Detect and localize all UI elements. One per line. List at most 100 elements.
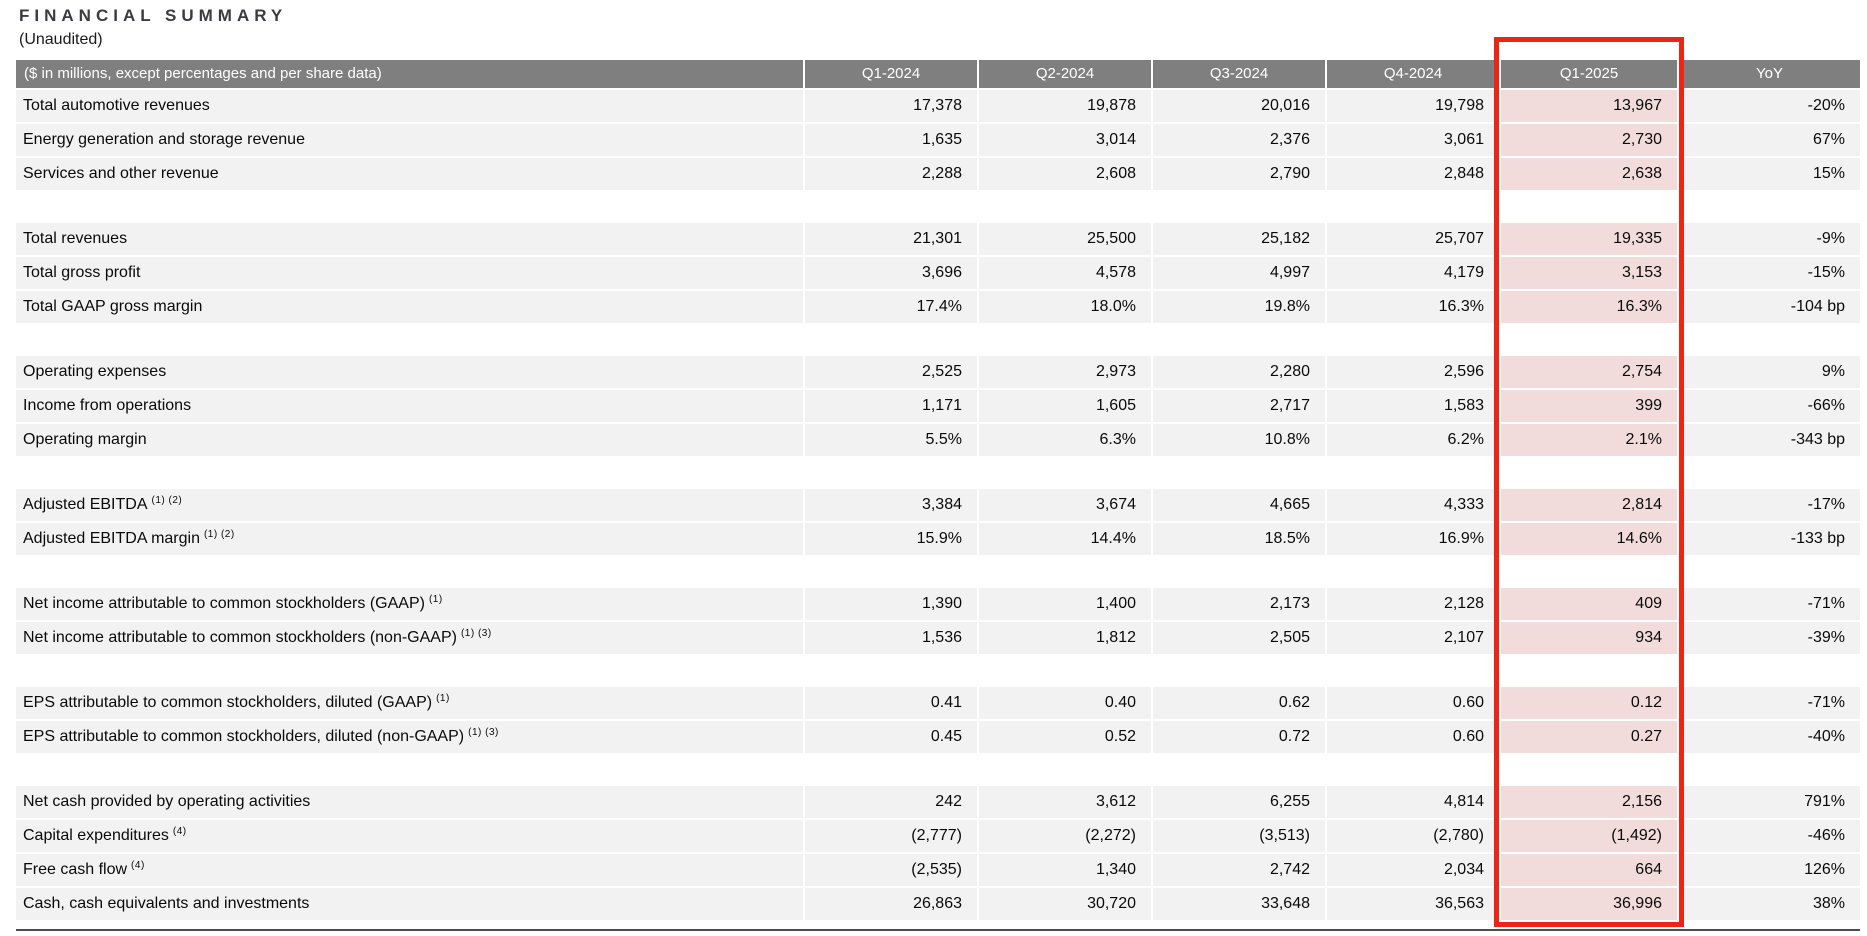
value-cell: 3,612 [977, 786, 1151, 818]
value-cell-highlighted: 409 [1499, 588, 1677, 620]
value-cell: 16.3% [1325, 291, 1499, 323]
table-row: Net cash provided by operating activitie… [16, 786, 1860, 818]
value-cell: (2,780) [1325, 820, 1499, 852]
value-cell: 2,596 [1325, 356, 1499, 388]
value-cell: 1,340 [977, 854, 1151, 886]
footnote-superscript: (1) (3) [468, 726, 499, 738]
value-cell: 0.60 [1325, 687, 1499, 719]
table-row: EPS attributable to common stockholders,… [16, 721, 1860, 753]
row-label: EPS attributable to common stockholders,… [16, 721, 803, 753]
page-title: FINANCIAL SUMMARY [19, 6, 288, 25]
table-header-row: ($ in millions, except percentages and p… [16, 60, 1860, 88]
value-cell: 2,505 [1151, 622, 1325, 654]
column-header-q4-2024: Q4-2024 [1325, 60, 1499, 88]
value-cell: 4,179 [1325, 257, 1499, 289]
value-cell: 26,863 [803, 888, 977, 920]
value-cell: 18.0% [977, 291, 1151, 323]
table-row: Capital expenditures (4) (2,777) (2,272) (3,… [16, 820, 1860, 852]
value-cell: 25,182 [1151, 223, 1325, 255]
value-cell: 2,034 [1325, 854, 1499, 886]
value-cell: 19,798 [1325, 90, 1499, 122]
value-cell: 4,814 [1325, 786, 1499, 818]
row-label: Operating margin [16, 424, 803, 456]
value-cell: 3,696 [803, 257, 977, 289]
column-header-yoy: YoY [1677, 60, 1860, 88]
value-cell: -71% [1677, 588, 1860, 620]
value-cell: 126% [1677, 854, 1860, 886]
value-cell: 1,390 [803, 588, 977, 620]
row-label: EPS attributable to common stockholders,… [16, 687, 803, 719]
value-cell-highlighted: 664 [1499, 854, 1677, 886]
table-row: Cash, cash equivalents and investments 26… [16, 888, 1860, 920]
spacer-row [16, 458, 1860, 489]
table-row: Total revenues 21,301 25,500 25,182 25,707 19… [16, 223, 1860, 255]
value-cell: 19.8% [1151, 291, 1325, 323]
footnote-superscript: (1) [428, 593, 443, 605]
value-cell: 2,608 [977, 158, 1151, 190]
value-cell: 791% [1677, 786, 1860, 818]
row-label: Services and other revenue [16, 158, 803, 190]
financial-summary-table: ($ in millions, except percentages and p… [16, 60, 1860, 922]
value-cell: 14.4% [977, 523, 1151, 555]
value-cell: 6.3% [977, 424, 1151, 456]
row-label: Adjusted EBITDA margin (1) (2) [16, 523, 803, 555]
table-row: Net income attributable to common stockh… [16, 588, 1860, 620]
table-body: Total automotive revenues 17,378 19,878 20,… [16, 90, 1860, 920]
row-label: Adjusted EBITDA (1) (2) [16, 489, 803, 521]
value-cell: 4,665 [1151, 489, 1325, 521]
row-label: Net income attributable to common stockh… [16, 588, 803, 620]
value-cell: 2,790 [1151, 158, 1325, 190]
value-cell: (2,535) [803, 854, 977, 886]
value-cell-highlighted: 2,814 [1499, 489, 1677, 521]
value-cell: 15.9% [803, 523, 977, 555]
footnote-superscript: (1) (2) [203, 528, 235, 540]
row-label: Net income attributable to common stockh… [16, 622, 803, 654]
value-cell: 36,563 [1325, 888, 1499, 920]
table-row: Free cash flow (4) (2,535) 1,340 2,742 2,034 6… [16, 854, 1860, 886]
value-cell-highlighted: 13,967 [1499, 90, 1677, 122]
value-cell: 6,255 [1151, 786, 1325, 818]
table-row: Total gross profit 3,696 4,578 4,997 4,179 3,… [16, 257, 1860, 289]
value-cell: 2,742 [1151, 854, 1325, 886]
footnote-superscript: (1) (2) [151, 494, 183, 506]
spacer-row [16, 755, 1860, 786]
spacer-row [16, 325, 1860, 356]
value-cell-highlighted: 399 [1499, 390, 1677, 422]
value-cell: 3,014 [977, 124, 1151, 156]
value-cell-highlighted: 2,638 [1499, 158, 1677, 190]
footnote-superscript: (1) [436, 692, 450, 704]
value-cell: 30,720 [977, 888, 1151, 920]
value-cell: 5.5% [803, 424, 977, 456]
row-label: Capital expenditures (4) [16, 820, 803, 852]
value-cell: 1,400 [977, 588, 1151, 620]
value-cell: 0.40 [977, 687, 1151, 719]
value-cell: 4,333 [1325, 489, 1499, 521]
column-header-q3-2024: Q3-2024 [1151, 60, 1325, 88]
row-label: Cash, cash equivalents and investments [16, 888, 803, 920]
column-header-q1-2024: Q1-2024 [803, 60, 977, 88]
value-cell: -104 bp [1677, 291, 1860, 323]
table-row: Total GAAP gross margin 17.4% 18.0% 19.8% 16… [16, 291, 1860, 323]
value-cell-highlighted: 0.12 [1499, 687, 1677, 719]
value-cell: -40% [1677, 721, 1860, 753]
value-cell: 15% [1677, 158, 1860, 190]
value-cell: 2,173 [1151, 588, 1325, 620]
value-cell: 2,848 [1325, 158, 1499, 190]
value-cell: 2,717 [1151, 390, 1325, 422]
value-cell-highlighted: 3,153 [1499, 257, 1677, 289]
table-row: Total automotive revenues 17,378 19,878 20,… [16, 90, 1860, 122]
value-cell-highlighted: 0.27 [1499, 721, 1677, 753]
value-cell-highlighted: 19,335 [1499, 223, 1677, 255]
footnote-superscript: (4) [131, 859, 145, 871]
value-cell-highlighted: 14.6% [1499, 523, 1677, 555]
value-cell: 3,384 [803, 489, 977, 521]
value-cell: 6.2% [1325, 424, 1499, 456]
value-cell: 25,500 [977, 223, 1151, 255]
value-cell: 18.5% [1151, 523, 1325, 555]
value-cell: 2,280 [1151, 356, 1325, 388]
value-cell: 2,525 [803, 356, 977, 388]
row-label: Total gross profit [16, 257, 803, 289]
table-row: EPS attributable to common stockholders,… [16, 687, 1860, 719]
value-cell-highlighted: 2,730 [1499, 124, 1677, 156]
value-cell: 4,997 [1151, 257, 1325, 289]
